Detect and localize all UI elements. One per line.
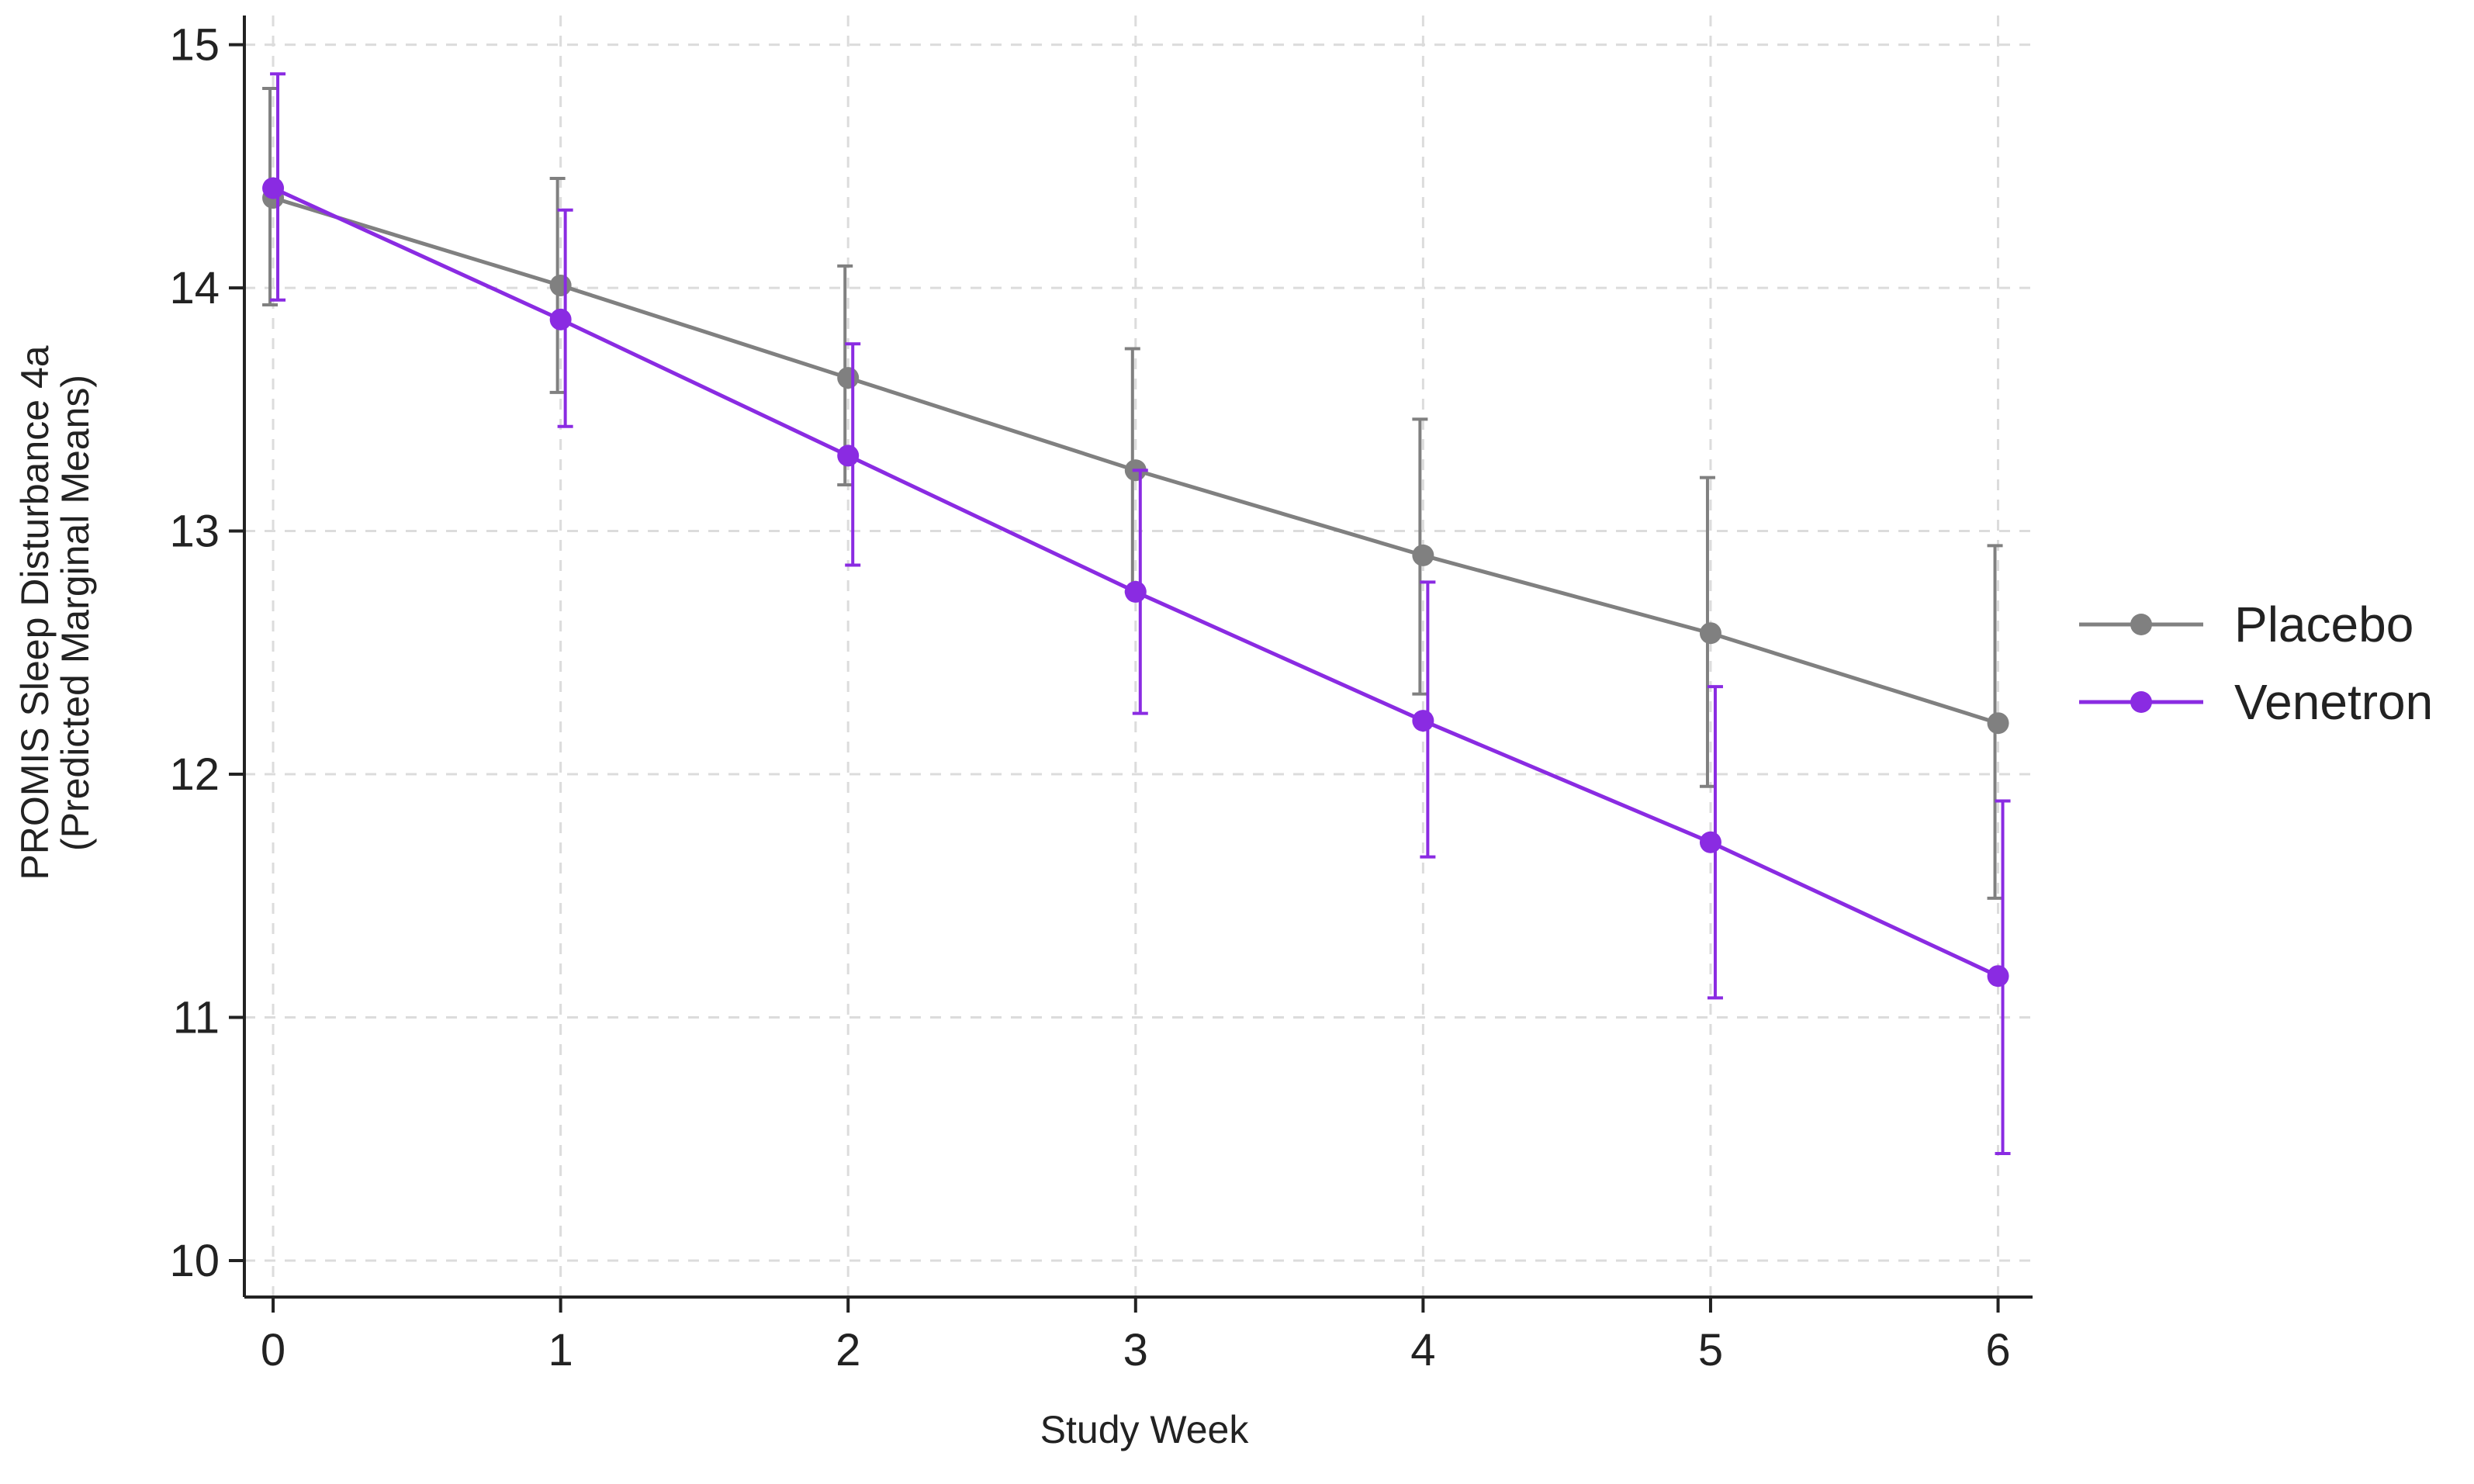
x-tick-label: 2 <box>836 1325 860 1375</box>
y-tick-label: 15 <box>169 20 220 71</box>
legend-item-placebo: Placebo <box>2079 597 2413 652</box>
x-tick-label: 4 <box>1410 1325 1435 1375</box>
legend-item-venetron: Venetron <box>2079 674 2433 730</box>
data-point <box>1699 622 1721 645</box>
x-tick-label: 5 <box>1698 1325 1723 1375</box>
y-tick-label: 13 <box>169 507 220 557</box>
legend: Placebo Venetron <box>2079 597 2433 730</box>
y-axis-title: PROMIS Sleep Disturbance 4a <box>13 345 57 880</box>
data-point <box>262 177 285 199</box>
y-tick-label: 10 <box>169 1236 220 1286</box>
x-tick-label: 3 <box>1123 1325 1148 1375</box>
series <box>262 72 2011 1156</box>
data-point <box>1699 831 1721 853</box>
data-point <box>549 308 572 330</box>
legend-swatch-marker <box>2130 691 2152 713</box>
data-point <box>837 445 860 467</box>
data-point <box>837 367 860 389</box>
legend-label: Venetron <box>2234 674 2433 730</box>
y-tick-label: 12 <box>169 749 220 800</box>
y-tick-label: 14 <box>169 263 220 313</box>
series-placebo <box>262 87 2009 900</box>
gridlines <box>244 16 2033 1297</box>
data-point <box>1412 544 1434 566</box>
series-venetron <box>262 72 2011 1156</box>
data-point <box>1987 712 2009 735</box>
y-axis-subtitle: (Predicted Marginal Means) <box>54 375 97 851</box>
data-point <box>1124 580 1147 603</box>
axes <box>243 16 2033 1299</box>
x-tick-label: 6 <box>1985 1325 2010 1375</box>
data-point <box>1987 965 2009 988</box>
data-point <box>1412 710 1434 732</box>
x-tick-label: 0 <box>261 1325 285 1375</box>
x-axis-title: Study Week <box>1040 1408 1250 1451</box>
legend-label: Placebo <box>2234 597 2413 652</box>
y-tick-label: 11 <box>173 993 220 1043</box>
legend-swatch-marker <box>2130 614 2152 635</box>
x-tick-label: 1 <box>548 1325 573 1375</box>
data-point <box>549 274 572 296</box>
